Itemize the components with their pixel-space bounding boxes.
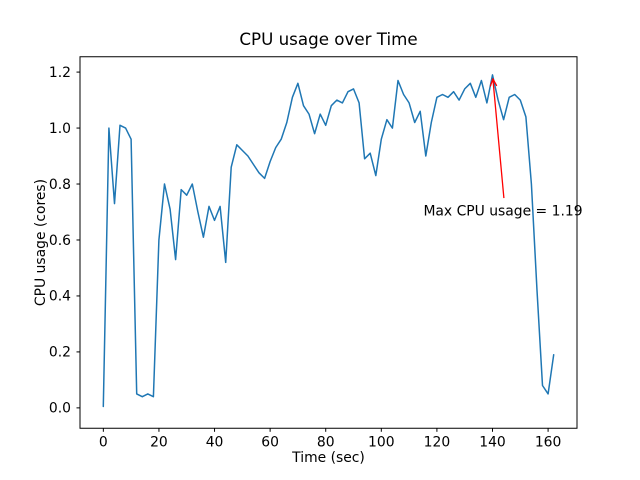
x-tick-label: 20	[150, 435, 168, 451]
x-tick-label: 0	[99, 435, 108, 451]
annotation-arrow-head	[489, 78, 494, 87]
y-tick-label: 1.2	[49, 65, 71, 81]
x-tick-label: 80	[317, 435, 335, 451]
axis-ticks: 0 20 40 60 80 100 120 140 160 0.0 0.2 0.4 0.6 0.8 1.0 1…	[49, 65, 561, 451]
plot-border	[79, 56, 578, 429]
plot-area	[80, 56, 577, 429]
y-axis-label: CPU usage (cores)	[33, 179, 49, 306]
annotation-arrow-head	[492, 78, 498, 87]
x-tick-label: 60	[261, 435, 279, 451]
x-tick-label: 120	[424, 435, 451, 451]
y-tick-label: 0.2	[49, 345, 71, 361]
x-axis-label: Time (sec)	[291, 450, 365, 466]
x-tick-label: 160	[535, 435, 562, 451]
max-annotation-arrow	[489, 78, 505, 199]
y-tick-label: 0.6	[49, 233, 71, 249]
chart-title: CPU usage over Time	[239, 29, 417, 49]
x-tick-label: 140	[479, 435, 506, 451]
y-tick-label: 0.4	[49, 289, 71, 305]
y-tick-label: 1.0	[49, 121, 71, 137]
y-tick-label: 0.8	[49, 177, 71, 193]
annotation-arrow-shaft	[492, 78, 505, 199]
max-annotation-text: Max CPU usage = 1.19	[423, 204, 582, 220]
y-tick-label: 0.0	[49, 401, 71, 417]
x-tick-label: 40	[206, 435, 224, 451]
cpu-usage-line	[102, 74, 555, 408]
x-tick-label: 100	[368, 435, 395, 451]
